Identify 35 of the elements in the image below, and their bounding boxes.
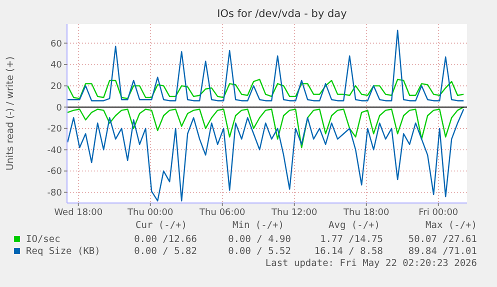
x-tick-label: Thu 06:00 [198, 208, 246, 218]
chart-title: IOs for /dev/vda - by day [217, 8, 347, 20]
y-tick-label: -20 [47, 124, 62, 135]
y-tick-label: -60 [47, 167, 62, 178]
text: 0.00 / 4.90 [228, 234, 292, 245]
x-tick-label: Fri 00:00 [418, 208, 458, 218]
text: 16.14 / 8.58 [314, 246, 384, 257]
x-tick-label: Thu 12:00 [270, 208, 318, 218]
line-series [67, 78, 464, 100]
y-tick-label: -80 [47, 188, 62, 198]
legend-label: Req Size (KB) [26, 246, 100, 257]
text: Min (-/+) [232, 220, 284, 231]
y-tick-label: 60 [50, 39, 62, 50]
text: Avg (-/+) [328, 220, 380, 231]
line-series [67, 108, 464, 202]
y-tick-label: 0 [56, 103, 62, 114]
text: 50.07 /27.61 [408, 234, 478, 245]
y-tick-label: 40 [50, 60, 62, 71]
x-tick-label: Wed 18:00 [54, 208, 103, 218]
text: Last update: Fri May 22 02:20:23 2026 [265, 258, 478, 269]
line-series [67, 106, 464, 148]
x-tick-label: Thu 00:00 [126, 208, 174, 218]
text: Cur (-/+) [136, 220, 187, 231]
text: 1.77 /14.75 [320, 234, 383, 245]
line-series [67, 30, 464, 102]
y-axis-title: Units read (-) / write (+) [5, 56, 16, 171]
text: Max (-/+) [426, 220, 477, 231]
text: 89.84 /71.01 [408, 246, 478, 257]
legend-label: IO/sec [26, 234, 60, 245]
text: 0.00 / 5.52 [228, 246, 291, 257]
text: 0.00 / 5.82 [134, 246, 197, 257]
x-tick-label: Thu 18:00 [342, 208, 390, 218]
y-tick-label: -40 [47, 146, 62, 156]
text: 0.00 /12.66 [134, 234, 198, 245]
y-tick-label: 20 [50, 82, 62, 92]
